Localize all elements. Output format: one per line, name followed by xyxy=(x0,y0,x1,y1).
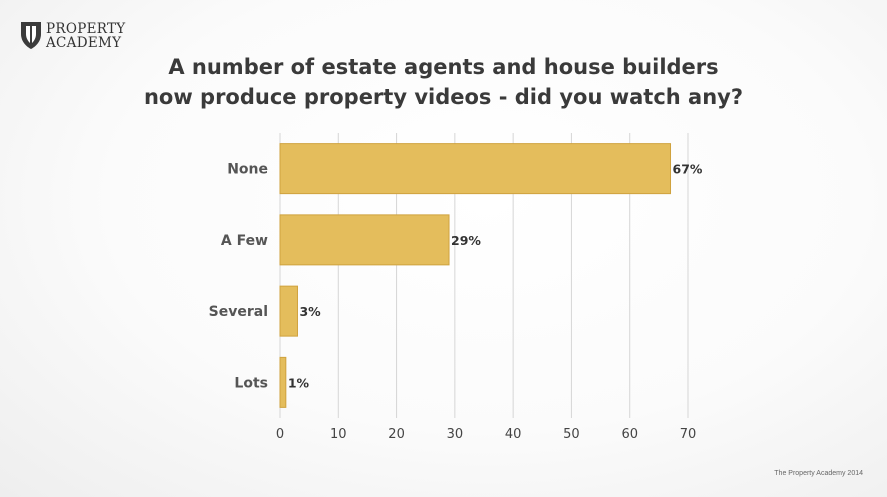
value-labels: 67% 29% 3% 1% xyxy=(288,162,703,391)
x-tick-label: 0 xyxy=(276,427,284,442)
bar xyxy=(279,214,450,266)
x-tick-label: 40 xyxy=(505,427,522,442)
shield-logo-icon xyxy=(21,22,41,49)
chart-title-line-2: now produce property videos - did you wa… xyxy=(143,85,744,109)
x-axis-ticks: 0 10 20 30 40 50 60 70 xyxy=(276,427,696,442)
value-label: 67% xyxy=(673,162,703,177)
bar xyxy=(279,143,672,195)
logo-text: PROPERTY ACADEMY xyxy=(46,22,126,50)
category-label: Lots xyxy=(234,375,268,391)
chart-bars xyxy=(279,143,672,408)
bar xyxy=(279,285,298,337)
bar xyxy=(279,356,287,408)
x-tick-label: 50 xyxy=(563,427,580,442)
category-label: A Few xyxy=(221,233,268,249)
x-tick-label: 60 xyxy=(621,427,638,442)
x-tick-label: 30 xyxy=(447,427,464,442)
logo: PROPERTY ACADEMY xyxy=(20,20,126,56)
value-label: 1% xyxy=(288,375,310,390)
category-labels: None A Few Several Lots xyxy=(209,162,268,392)
logo-line-2: ACADEMY xyxy=(46,35,122,51)
category-label: None xyxy=(227,162,268,178)
footer-credit: The Property Academy 2014 xyxy=(774,470,863,477)
x-tick-label: 70 xyxy=(680,427,697,442)
x-tick-label: 10 xyxy=(330,427,347,442)
x-tick-label: 20 xyxy=(388,427,405,442)
category-label: Several xyxy=(209,304,268,320)
chart-title-line-1: A number of estate agents and house buil… xyxy=(168,55,719,79)
logo-line-1: PROPERTY xyxy=(46,21,126,37)
chart-title: A number of estate agents and house buil… xyxy=(0,52,887,112)
value-label: 3% xyxy=(299,304,321,319)
value-label: 29% xyxy=(451,233,481,248)
